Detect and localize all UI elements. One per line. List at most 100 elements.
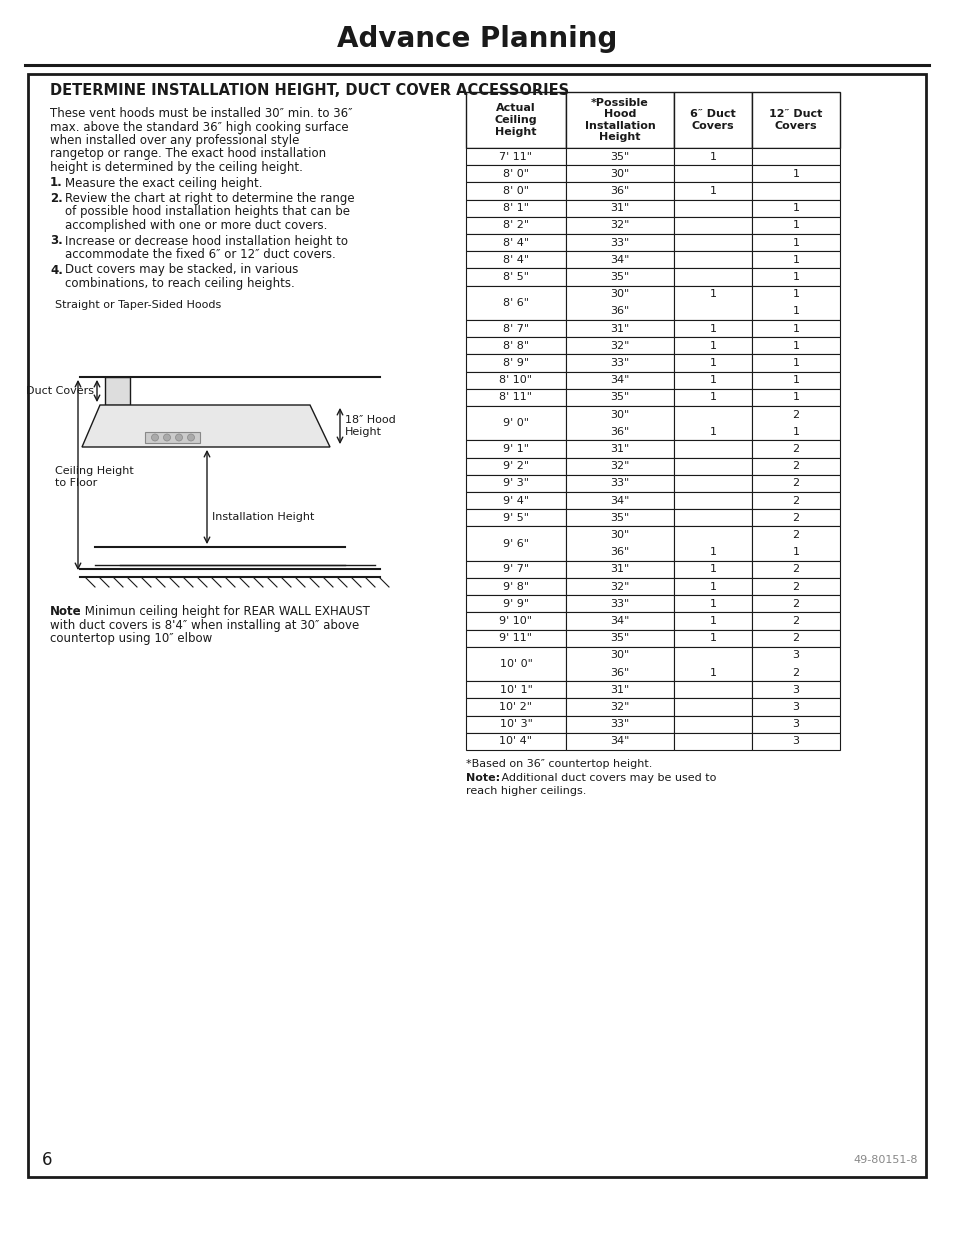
Text: 32": 32" — [610, 701, 629, 713]
Polygon shape — [82, 405, 330, 447]
Bar — [565, 148, 673, 165]
Text: 1: 1 — [709, 358, 716, 368]
Text: DETERMINE INSTALLATION HEIGHT, DUCT COVER ACCESSORIES: DETERMINE INSTALLATION HEIGHT, DUCT COVE… — [50, 83, 569, 98]
Bar — [565, 354, 673, 372]
Text: 1: 1 — [709, 616, 716, 626]
Bar — [565, 458, 673, 474]
Text: 9' 0": 9' 0" — [502, 419, 529, 429]
Bar — [565, 91, 673, 148]
Text: 2.: 2. — [50, 191, 63, 205]
Text: Installation Height: Installation Height — [212, 513, 314, 522]
Bar — [565, 441, 673, 458]
Text: 2: 2 — [792, 461, 799, 472]
Text: 1: 1 — [792, 358, 799, 368]
Text: 2: 2 — [792, 634, 799, 643]
Text: reach higher ceilings.: reach higher ceilings. — [465, 785, 586, 797]
Text: 30": 30" — [610, 169, 629, 179]
Text: 35": 35" — [610, 513, 629, 522]
Bar — [751, 165, 840, 183]
Bar — [673, 91, 751, 148]
Text: 1: 1 — [792, 306, 799, 316]
Bar — [565, 474, 673, 492]
Bar — [751, 509, 840, 526]
Bar — [565, 389, 673, 406]
Text: accommodate the fixed 6″ or 12″ duct covers.: accommodate the fixed 6″ or 12″ duct cov… — [65, 248, 335, 261]
Bar — [565, 682, 673, 699]
Text: 9' 2": 9' 2" — [502, 461, 529, 472]
Bar — [565, 732, 673, 750]
Bar — [465, 578, 565, 595]
Bar — [465, 217, 565, 233]
Text: 8' 0": 8' 0" — [502, 186, 529, 196]
Text: 1: 1 — [709, 582, 716, 592]
Text: 2: 2 — [792, 530, 799, 540]
Bar — [751, 647, 840, 682]
Bar — [673, 613, 751, 630]
Text: 30": 30" — [610, 530, 629, 540]
Bar — [465, 526, 565, 561]
Bar — [565, 699, 673, 715]
Bar — [751, 251, 840, 268]
Text: 18″ Hood
Height: 18″ Hood Height — [345, 415, 395, 437]
Bar — [565, 183, 673, 200]
Text: 35": 35" — [610, 152, 629, 162]
Text: 8' 1": 8' 1" — [502, 204, 529, 214]
Text: 34": 34" — [610, 254, 629, 264]
Text: 3: 3 — [792, 736, 799, 746]
Text: 32": 32" — [610, 582, 629, 592]
Text: 1: 1 — [709, 599, 716, 609]
Text: 8' 2": 8' 2" — [502, 220, 529, 231]
Text: 1.: 1. — [50, 177, 63, 189]
Text: 2: 2 — [792, 410, 799, 420]
Text: 33": 33" — [610, 237, 629, 247]
Bar — [673, 165, 751, 183]
Text: 8' 4": 8' 4" — [502, 237, 529, 247]
Bar — [673, 578, 751, 595]
Circle shape — [163, 433, 171, 441]
Bar — [751, 441, 840, 458]
Bar — [673, 183, 751, 200]
Bar — [673, 732, 751, 750]
Bar — [465, 699, 565, 715]
Bar — [565, 337, 673, 354]
Bar — [673, 233, 751, 251]
Bar — [465, 715, 565, 732]
Text: 34": 34" — [610, 375, 629, 385]
Text: 1: 1 — [709, 427, 716, 437]
Text: 32": 32" — [610, 341, 629, 351]
Text: 1: 1 — [709, 393, 716, 403]
Text: when installed over any professional style: when installed over any professional sty… — [50, 135, 299, 147]
Text: Additional duct covers may be used to: Additional duct covers may be used to — [497, 773, 716, 783]
Bar — [751, 285, 840, 320]
Text: Note:: Note: — [465, 773, 499, 783]
Text: 8' 0": 8' 0" — [502, 169, 529, 179]
Bar — [465, 251, 565, 268]
Bar — [565, 268, 673, 285]
Text: *Possible
Hood
Installation
Height: *Possible Hood Installation Height — [584, 98, 655, 142]
Text: 3.: 3. — [50, 235, 63, 247]
Bar — [465, 595, 565, 613]
Bar — [751, 715, 840, 732]
Bar — [751, 233, 840, 251]
Bar — [465, 732, 565, 750]
Bar — [565, 285, 673, 320]
Bar — [565, 561, 673, 578]
Text: 1: 1 — [709, 289, 716, 299]
Text: 1: 1 — [792, 341, 799, 351]
Text: 1: 1 — [709, 564, 716, 574]
Text: 33": 33" — [610, 719, 629, 729]
Text: Note: Note — [50, 605, 82, 618]
Bar — [465, 233, 565, 251]
Bar — [105, 377, 130, 405]
Bar — [751, 320, 840, 337]
Bar — [565, 217, 673, 233]
Text: 8' 7": 8' 7" — [502, 324, 529, 333]
Text: 12″ Duct
Covers: 12″ Duct Covers — [768, 109, 821, 131]
Text: 31": 31" — [610, 324, 629, 333]
Bar — [145, 432, 200, 443]
Text: *Based on 36″ countertop height.: *Based on 36″ countertop height. — [465, 760, 652, 769]
Bar — [751, 595, 840, 613]
Text: Duct covers may be stacked, in various: Duct covers may be stacked, in various — [65, 263, 298, 277]
Bar — [751, 354, 840, 372]
Bar — [465, 337, 565, 354]
